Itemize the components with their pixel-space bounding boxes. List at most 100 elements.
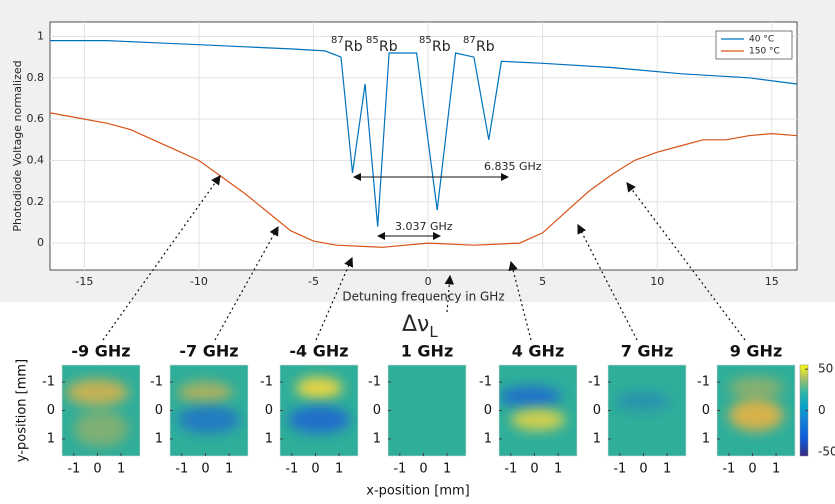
x-tick-label: 0 bbox=[748, 462, 756, 477]
x-tick-label: 0 bbox=[201, 462, 209, 477]
y-tick-label: 1 bbox=[265, 431, 273, 446]
annotation-element: Rb bbox=[344, 39, 363, 55]
x-tick-label: -1 bbox=[67, 462, 80, 477]
heatmap-background bbox=[608, 365, 686, 456]
y-tick-label: -1 bbox=[697, 375, 710, 390]
y-tick-label: 0 bbox=[47, 403, 55, 418]
annotation-element: Rb bbox=[379, 39, 398, 55]
x-tick-label: -1 bbox=[285, 462, 298, 477]
x-tick-label: -15 bbox=[75, 275, 93, 288]
y-tick-label: 0.8 bbox=[27, 71, 45, 84]
y-tick-label: 1 bbox=[37, 29, 44, 42]
y-tick-label: -1 bbox=[368, 375, 381, 390]
heatmap-image bbox=[280, 365, 358, 456]
y-axis-label: y-position [mm] bbox=[15, 359, 30, 462]
x-tick-label: -1 bbox=[175, 462, 188, 477]
legend-box bbox=[715, 30, 793, 60]
x-tick-label: 0 bbox=[419, 462, 427, 477]
pointer-arrow bbox=[444, 274, 455, 313]
y-tick-label: -1 bbox=[260, 375, 273, 390]
x-tick-label: -1 bbox=[613, 462, 626, 477]
x-tick-label: -1 bbox=[393, 462, 406, 477]
panel-title: -9 GHz bbox=[71, 342, 130, 361]
pointer-arrow bbox=[102, 175, 221, 341]
y-tick-label: -1 bbox=[588, 375, 601, 390]
y-tick-label: 1 bbox=[47, 431, 55, 446]
x-tick-label: 1 bbox=[663, 462, 671, 477]
heatmap-feature bbox=[73, 410, 129, 447]
y-tick-label: 1 bbox=[373, 431, 381, 446]
heatmap-feature bbox=[728, 376, 784, 399]
legend-label: 40 °C bbox=[749, 35, 774, 45]
linewidth-label: ΔνL bbox=[402, 312, 438, 341]
x-tick-label: -10 bbox=[190, 275, 208, 288]
pointer-arrow bbox=[508, 260, 532, 341]
panel-title: 7 GHz bbox=[621, 342, 674, 361]
y-tick-label: -1 bbox=[150, 375, 163, 390]
heatmap-image bbox=[499, 365, 577, 456]
x-tick-label: 1 bbox=[554, 462, 562, 477]
x-tick-label: 0 bbox=[311, 462, 319, 477]
colorbar-tick-label: 0 bbox=[818, 403, 826, 417]
x-tick-label: 1 bbox=[335, 462, 343, 477]
colorbar-tick-label: -50 bbox=[818, 444, 835, 458]
heatmap-image bbox=[62, 365, 140, 456]
x-tick-label: 1 bbox=[117, 462, 125, 477]
panel-title: 4 GHz bbox=[512, 342, 565, 361]
annotation-element: Rb bbox=[476, 39, 495, 55]
y-tick-label: 1 bbox=[702, 431, 710, 446]
heatmap-feature bbox=[615, 392, 671, 411]
panel-title: -7 GHz bbox=[179, 342, 238, 361]
y-tick-label: 0 bbox=[265, 403, 273, 418]
x-tick-label: 0 bbox=[425, 275, 432, 288]
panel-title: 9 GHz bbox=[730, 342, 783, 361]
pointer-arrow bbox=[577, 223, 638, 341]
x-tick-label: 0 bbox=[530, 462, 538, 477]
y-tick-label: 0.4 bbox=[27, 153, 45, 166]
annotation-mass: 87 bbox=[463, 35, 476, 46]
x-axis-label: Detuning frequency in GHz bbox=[342, 290, 504, 304]
annotation-mass: 85 bbox=[419, 35, 432, 46]
x-tick-label: 1 bbox=[225, 462, 233, 477]
legend-label: 150 °C bbox=[749, 47, 780, 57]
x-tick-label: 15 bbox=[765, 275, 779, 288]
series-line bbox=[49, 112, 798, 248]
heatmap-feature bbox=[295, 376, 343, 399]
plot-area bbox=[49, 21, 798, 271]
y-tick-label: 0 bbox=[484, 403, 492, 418]
y-tick-label: 0 bbox=[702, 403, 710, 418]
heatmap-feature bbox=[177, 405, 241, 434]
panel-title: 1 GHz bbox=[401, 342, 454, 361]
heatmap-image bbox=[717, 365, 795, 456]
panel-title: -4 GHz bbox=[289, 342, 348, 361]
annotation-element: Rb bbox=[432, 39, 451, 55]
series-line bbox=[50, 40, 798, 227]
x-tick-label: 1 bbox=[772, 462, 780, 477]
y-tick-label: -1 bbox=[479, 375, 492, 390]
y-tick-label: 1 bbox=[593, 431, 601, 446]
y-tick-label: 0.6 bbox=[27, 112, 45, 125]
y-tick-label: 0 bbox=[593, 403, 601, 418]
x-tick-label: 0 bbox=[93, 462, 101, 477]
heatmap-feature bbox=[510, 408, 566, 431]
annotation-mass: 85 bbox=[366, 35, 379, 46]
linewidth-symbol: Δν bbox=[402, 312, 429, 337]
heatmap-image bbox=[170, 365, 248, 456]
heatmap-image bbox=[388, 365, 466, 456]
annotation-mass: 87 bbox=[331, 35, 344, 46]
heatmap-background bbox=[388, 365, 466, 456]
x-tick-label: 5 bbox=[539, 275, 546, 288]
x-tick-label: -1 bbox=[722, 462, 735, 477]
heatmap-feature bbox=[65, 378, 129, 406]
x-tick-label: 10 bbox=[650, 275, 664, 288]
pointer-arrow bbox=[214, 225, 279, 341]
heatmap-image bbox=[608, 365, 686, 456]
y-tick-label: 1 bbox=[484, 431, 492, 446]
y-tick-label: -1 bbox=[42, 375, 55, 390]
x-tick-label: 0 bbox=[639, 462, 647, 477]
x-tick-label: 1 bbox=[443, 462, 451, 477]
colorbar-tick-label: 50 bbox=[818, 362, 833, 376]
y-tick-label: 0 bbox=[373, 403, 381, 418]
